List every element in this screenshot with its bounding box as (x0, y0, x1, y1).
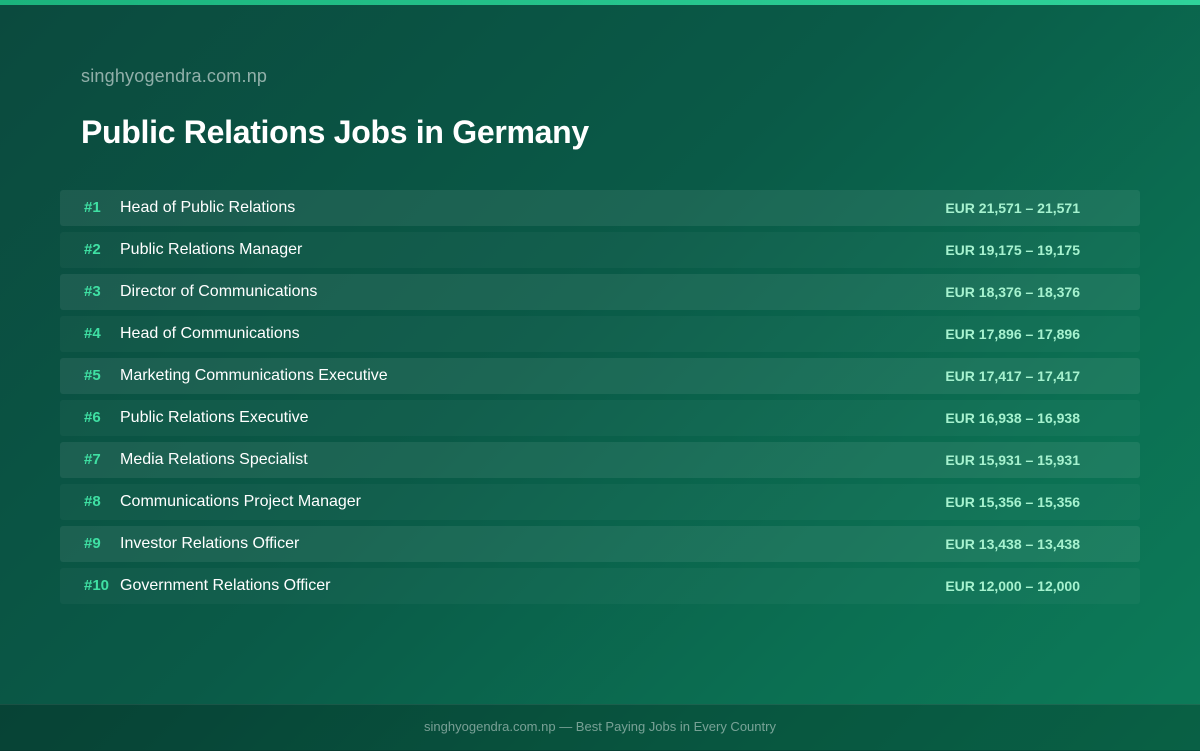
list-item: #9 Investor Relations Officer EUR 13,438… (60, 526, 1140, 562)
job-title: Communications Project Manager (120, 493, 361, 510)
job-title: Marketing Communications Executive (120, 367, 388, 384)
job-rank: #9 (84, 535, 101, 552)
job-salary: EUR 17,896 – 17,896 (945, 326, 1080, 342)
job-title: Head of Public Relations (120, 199, 296, 216)
job-title: Public Relations Manager (120, 241, 303, 258)
top-accent-bar (0, 0, 1200, 5)
job-title: Government Relations Officer (120, 577, 331, 594)
list-item: #3 Director of Communications EUR 18,376… (60, 274, 1140, 310)
list-item: #8 Communications Project Manager EUR 15… (60, 484, 1140, 520)
job-title: Director of Communications (120, 283, 318, 300)
job-salary: EUR 17,417 – 17,417 (945, 368, 1080, 384)
list-item: #6 Public Relations Executive EUR 16,938… (60, 400, 1140, 436)
job-salary: EUR 21,571 – 21,571 (945, 200, 1080, 216)
job-salary: EUR 19,175 – 19,175 (945, 242, 1080, 258)
list-item: #7 Media Relations Specialist EUR 15,931… (60, 442, 1140, 478)
list-item: #5 Marketing Communications Executive EU… (60, 358, 1140, 394)
job-salary: EUR 15,356 – 15,356 (945, 494, 1080, 510)
job-salary: EUR 12,000 – 12,000 (945, 578, 1080, 594)
job-salary: EUR 13,438 – 13,438 (945, 536, 1080, 552)
job-rank: #10 (84, 577, 110, 594)
job-title: Head of Communications (120, 325, 300, 342)
job-rank: #1 (84, 199, 101, 216)
jobs-list: #1 Head of Public Relations EUR 21,571 –… (60, 190, 1140, 610)
job-rank: #8 (84, 493, 101, 510)
footer-text: singhyogendra.com.np — Best Paying Jobs … (424, 719, 776, 734)
job-salary: EUR 18,376 – 18,376 (945, 284, 1080, 300)
job-rank: #4 (84, 325, 101, 342)
job-title: Media Relations Specialist (120, 451, 308, 468)
job-salary: EUR 16,938 – 16,938 (945, 410, 1080, 426)
job-rank: #3 (84, 283, 101, 300)
page-title: Public Relations Jobs in Germany (81, 114, 589, 150)
site-name: singhyogendra.com.np (81, 66, 268, 86)
list-item: #10 Government Relations Officer EUR 12,… (60, 568, 1140, 604)
job-rank: #7 (84, 451, 101, 468)
footer: singhyogendra.com.np — Best Paying Jobs … (0, 704, 1200, 751)
job-title: Investor Relations Officer (120, 535, 300, 552)
job-title: Public Relations Executive (120, 409, 309, 426)
list-item: #1 Head of Public Relations EUR 21,571 –… (60, 190, 1140, 226)
job-rank: #2 (84, 241, 101, 258)
job-rank: #5 (84, 367, 101, 384)
list-item: #4 Head of Communications EUR 17,896 – 1… (60, 316, 1140, 352)
list-item: #2 Public Relations Manager EUR 19,175 –… (60, 232, 1140, 268)
job-rank: #6 (84, 409, 101, 426)
job-salary: EUR 15,931 – 15,931 (945, 452, 1080, 468)
